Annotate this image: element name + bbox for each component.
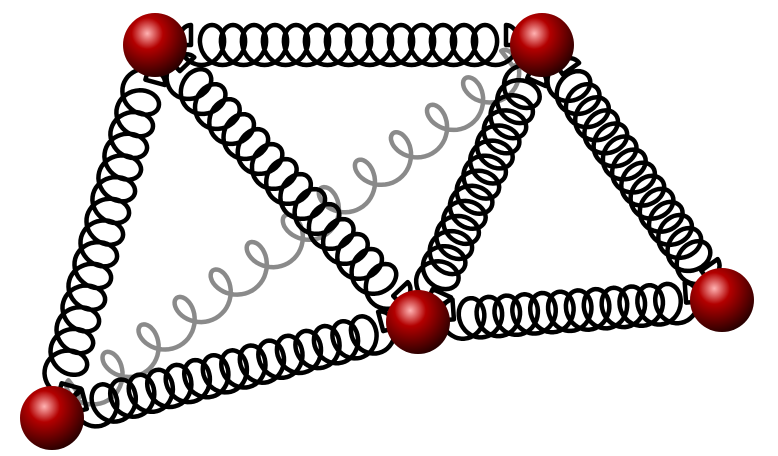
mass-top-right — [510, 13, 574, 77]
mass-right — [690, 268, 754, 332]
mass-top-left — [123, 13, 187, 77]
spring-coil — [152, 42, 421, 325]
spring-coil — [49, 309, 421, 429]
spring-coil — [49, 42, 545, 421]
spring-coil — [415, 280, 725, 341]
spring-top-left-to-center — [152, 42, 421, 325]
spring-top-right-to-center — [413, 42, 549, 325]
spring-coil — [413, 42, 549, 325]
spring-left — [42, 42, 168, 421]
spring-top-right-to-right — [539, 42, 725, 303]
masses-layer — [20, 13, 754, 450]
mass-center — [386, 290, 450, 354]
spring-top — [152, 22, 545, 68]
mass-bottom-left — [20, 386, 84, 450]
spring-bottom-to-center — [49, 309, 421, 429]
spring-coil — [42, 42, 168, 421]
spring-diagonal-back — [49, 42, 545, 421]
spring-coil — [152, 22, 545, 68]
spring-coil — [539, 42, 725, 303]
front-springs-layer — [42, 22, 725, 429]
spring-center-to-right — [415, 280, 725, 341]
back-springs-layer — [49, 42, 545, 421]
